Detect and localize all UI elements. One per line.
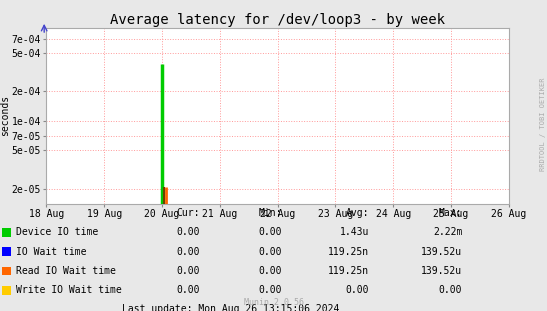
Text: Last update: Mon Aug 26 13:15:06 2024: Last update: Mon Aug 26 13:15:06 2024 (122, 304, 339, 311)
Text: 0.00: 0.00 (176, 227, 200, 237)
Text: 0.00: 0.00 (258, 266, 282, 276)
Text: 1.43u: 1.43u (340, 227, 369, 237)
Text: 139.52u: 139.52u (421, 247, 462, 257)
Text: 0.00: 0.00 (176, 247, 200, 257)
Text: Device IO time: Device IO time (16, 227, 98, 237)
Text: IO Wait time: IO Wait time (16, 247, 86, 257)
Text: Write IO Wait time: Write IO Wait time (16, 285, 121, 295)
Text: 139.52u: 139.52u (421, 266, 462, 276)
Text: Cur:: Cur: (176, 208, 200, 218)
Text: Avg:: Avg: (346, 208, 369, 218)
Text: 0.00: 0.00 (439, 285, 462, 295)
Text: 2.22m: 2.22m (433, 227, 462, 237)
Text: 0.00: 0.00 (176, 266, 200, 276)
Text: 0.00: 0.00 (176, 285, 200, 295)
Text: 0.00: 0.00 (258, 227, 282, 237)
Title: Average latency for /dev/loop3 - by week: Average latency for /dev/loop3 - by week (110, 13, 445, 27)
Text: Munin 2.0.56: Munin 2.0.56 (243, 298, 304, 307)
Text: Read IO Wait time: Read IO Wait time (16, 266, 116, 276)
Text: 119.25n: 119.25n (328, 247, 369, 257)
Text: 119.25n: 119.25n (328, 266, 369, 276)
Text: Min:: Min: (258, 208, 282, 218)
Text: 0.00: 0.00 (258, 247, 282, 257)
Text: 0.00: 0.00 (258, 285, 282, 295)
Text: RRDTOOL / TOBI OETIKER: RRDTOOL / TOBI OETIKER (540, 78, 546, 171)
Text: Max:: Max: (439, 208, 462, 218)
Text: 0.00: 0.00 (346, 285, 369, 295)
Y-axis label: seconds: seconds (0, 95, 10, 137)
